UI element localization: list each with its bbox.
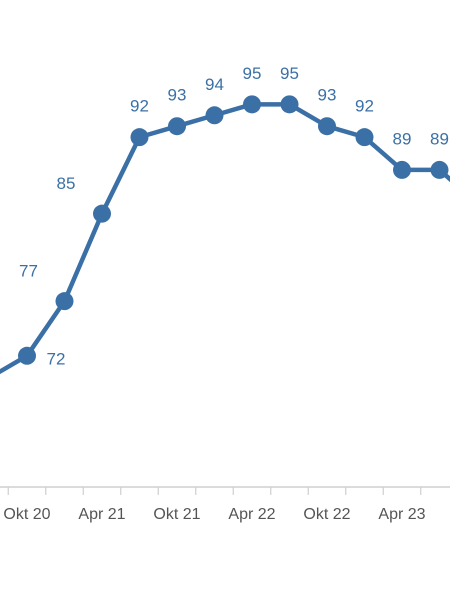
marker (93, 204, 111, 223)
marker (393, 160, 411, 179)
marker (18, 346, 36, 365)
data-label: 92 (130, 97, 149, 116)
x-tick-label: Apr 22 (228, 506, 275, 523)
x-tick-label: Okt 21 (153, 506, 200, 523)
data-label: 92 (355, 97, 374, 116)
marker (280, 95, 299, 114)
x-tick-label: Okt 22 (303, 506, 350, 523)
data-label: 77 (19, 262, 38, 281)
marker (130, 128, 149, 147)
data-label: 89 (393, 129, 412, 148)
line (0, 102, 450, 375)
data-label: 95 (280, 64, 299, 83)
data-label: 85 (57, 174, 76, 193)
x-tick-label: Apr 21 (78, 506, 125, 523)
marker (205, 106, 224, 125)
marker (318, 117, 336, 136)
data-label: 72 (47, 349, 66, 368)
marker (430, 160, 449, 179)
data-label: 93 (168, 86, 187, 105)
marker (243, 95, 261, 114)
marker (55, 292, 74, 311)
data-label: 95 (243, 64, 262, 83)
data-label: 93 (318, 86, 337, 105)
data-label: 94 (205, 75, 224, 94)
x-tick-label: Apr 23 (378, 506, 425, 523)
data-label: 89 (430, 129, 449, 148)
marker (355, 128, 374, 147)
x-tick-label: Okt 20 (3, 506, 50, 523)
marker (168, 117, 186, 136)
